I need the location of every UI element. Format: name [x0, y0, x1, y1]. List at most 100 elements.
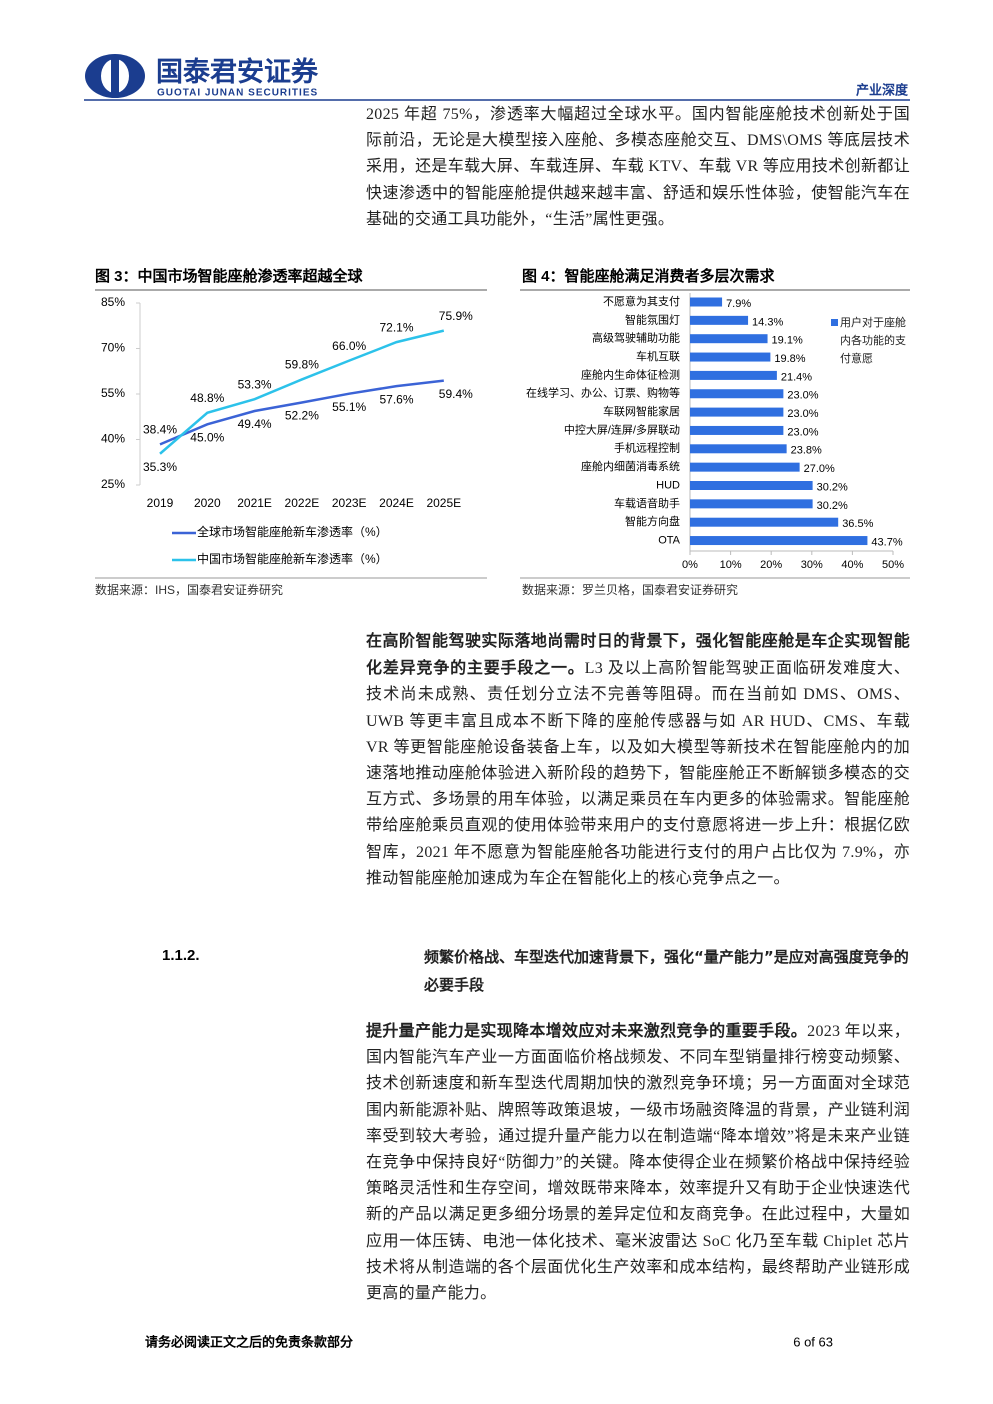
- data-label: 30.2%: [817, 481, 848, 493]
- data-label: 55.1%: [332, 400, 366, 414]
- paragraph-text: L3 及以上高阶智能驾驶正面临研发难度大、技术尚未成熟、责任划分立法不完善等阻碍…: [366, 660, 910, 887]
- category-label: 在线学习、办公、订票、购物等: [526, 386, 680, 400]
- x-tick-label: 40%: [841, 559, 863, 571]
- paragraph-text: 2023 年以来，国内智能汽车产业一方面面临价格战频发、不同车型销量排行榜变动频…: [366, 1023, 910, 1303]
- x-tick-label: 2024E: [379, 496, 414, 510]
- figure-source: 数据来源：罗兰贝格，国泰君安证券研究: [522, 582, 738, 597]
- data-label: 19.1%: [772, 335, 803, 347]
- data-label: 57.6%: [379, 392, 413, 406]
- category-label: 车载语音助手: [614, 496, 680, 510]
- paragraph: 在高阶智能驾驶实际落地尚需时日的背景下，强化智能座舱是车企实现智能化差异竞争的主…: [366, 628, 910, 892]
- section-label: 产业深度: [856, 82, 909, 97]
- logo: [85, 54, 145, 98]
- bar: [690, 425, 784, 435]
- bar: [690, 536, 868, 546]
- category-label: 智能方向盘: [625, 514, 680, 528]
- data-label: 48.8%: [190, 391, 224, 405]
- category-label: 高级驾驶辅助功能: [592, 331, 680, 345]
- paragraph-lead: 在高阶智能驾驶实际落地尚需时日的背景下，强化智能座舱是车企实现智能化差异竞争的主…: [366, 631, 910, 678]
- data-label: 19.8%: [774, 353, 805, 365]
- data-label: 23.0%: [787, 408, 818, 420]
- bar: [690, 389, 784, 399]
- category-label: 座舱内细菌消毒系统: [581, 459, 680, 473]
- bar: [690, 444, 787, 454]
- data-label: 23.0%: [787, 390, 818, 402]
- paragraph-text: 2025 年超 75%，渗透率大幅超过全球水平。国内智能座舱技术创新处于国际前沿…: [366, 106, 910, 228]
- bar: [690, 462, 800, 472]
- category-label: OTA: [658, 534, 680, 546]
- x-tick-label: 10%: [720, 559, 742, 571]
- category-label: 手机远程控制: [614, 441, 680, 455]
- category-label: 中控大屏/连屏/多屏联动: [564, 422, 680, 436]
- bar: [690, 407, 784, 417]
- x-tick-label: 2022E: [285, 496, 320, 510]
- category-label: 车联网智能家居: [603, 404, 680, 418]
- brand: 国泰君安证券: [156, 56, 319, 87]
- x-tick-label: 2019: [147, 496, 174, 510]
- x-tick-label: 2023E: [332, 496, 367, 510]
- paragraph: 2025 年超 75%，渗透率大幅超过全球水平。国内智能座舱技术创新处于国际前沿…: [366, 102, 910, 233]
- category-label: 智能氛围灯: [625, 312, 680, 326]
- data-label: 75.9%: [439, 309, 473, 323]
- paragraph: 提升量产能力是实现降本增效应对未来激烈竞争的重要手段。2023 年以来，国内智能…: [366, 1018, 910, 1307]
- x-tick-label: 0%: [682, 559, 698, 571]
- y-tick-label: 70%: [101, 341, 125, 355]
- data-label: 27.0%: [804, 463, 835, 475]
- data-label: 21.4%: [781, 371, 812, 383]
- legend-label: 全球市场智能座舱新车渗透率（%）: [197, 524, 388, 539]
- bar: [690, 370, 777, 380]
- x-tick-label: 2021E: [237, 496, 272, 510]
- bar: [690, 315, 749, 325]
- data-label: 59.4%: [439, 387, 473, 401]
- page-number: 6 of 63: [793, 1334, 833, 1349]
- data-label: 52.2%: [285, 409, 319, 423]
- category-label: HUD: [656, 479, 680, 491]
- data-label: 59.8%: [285, 358, 319, 372]
- x-tick-label: 2020: [194, 496, 221, 510]
- figure-title: 图 3：中国市场智能座舱渗透率超越全球: [95, 267, 364, 285]
- brand-en: GUOTAI JUNAN SECURITIES: [157, 88, 318, 99]
- data-label: 38.4%: [143, 423, 177, 437]
- y-tick-label: 25%: [101, 477, 125, 491]
- paragraph-lead: 提升量产能力是实现降本增效应对未来激烈竞争的重要手段。: [366, 1021, 808, 1040]
- data-label: 35.3%: [143, 460, 177, 474]
- legend-label: 用户对于座舱内各功能的支付意愿: [840, 316, 906, 365]
- figure-title: 图 4：智能座舱满足消费者多层次需求: [522, 267, 776, 285]
- legend-label: 中国市场智能座舱新车渗透率（%）: [197, 551, 388, 566]
- data-label: 43.7%: [871, 536, 902, 548]
- data-label: 72.1%: [379, 320, 413, 334]
- data-label: 7.9%: [726, 298, 751, 310]
- x-tick-label: 30%: [801, 559, 823, 571]
- data-label: 30.2%: [817, 500, 848, 512]
- section-heading: 频繁价格战、车型迭代加速背景下，强化“量产能力”是应对高强度竞争的必要手段: [424, 948, 909, 994]
- bar: [690, 517, 839, 527]
- bar: [690, 334, 768, 344]
- y-tick-label: 85%: [101, 295, 125, 309]
- bar: [690, 297, 723, 307]
- data-label: 23.0%: [787, 426, 818, 438]
- y-tick-label: 40%: [101, 432, 125, 446]
- category-label: 不愿意为其支付: [603, 294, 680, 308]
- x-tick-label: 20%: [760, 559, 782, 571]
- series-line: [159, 379, 444, 446]
- bar: [690, 499, 813, 509]
- bar: [690, 352, 771, 362]
- category-label: 座舱内生命体征检测: [581, 367, 680, 381]
- data-label: 36.5%: [842, 518, 873, 530]
- category-label: 车机互联: [636, 349, 680, 363]
- data-label: 66.0%: [332, 339, 366, 353]
- data-label: 53.3%: [238, 377, 272, 391]
- footer-disclaimer: 请务必阅读正文之后的免责条款部分: [145, 1334, 353, 1349]
- data-label: 49.4%: [238, 417, 272, 431]
- bar: [690, 481, 813, 490]
- x-tick-label: 50%: [882, 559, 904, 571]
- data-label: 23.8%: [791, 445, 822, 457]
- series-line: [159, 329, 445, 455]
- heading-number: 1.1.2.: [162, 947, 200, 964]
- y-tick-label: 55%: [101, 386, 125, 400]
- x-tick-label: 2025E: [426, 496, 461, 510]
- legend-swatch: [831, 319, 838, 326]
- data-label: 14.3%: [752, 316, 783, 328]
